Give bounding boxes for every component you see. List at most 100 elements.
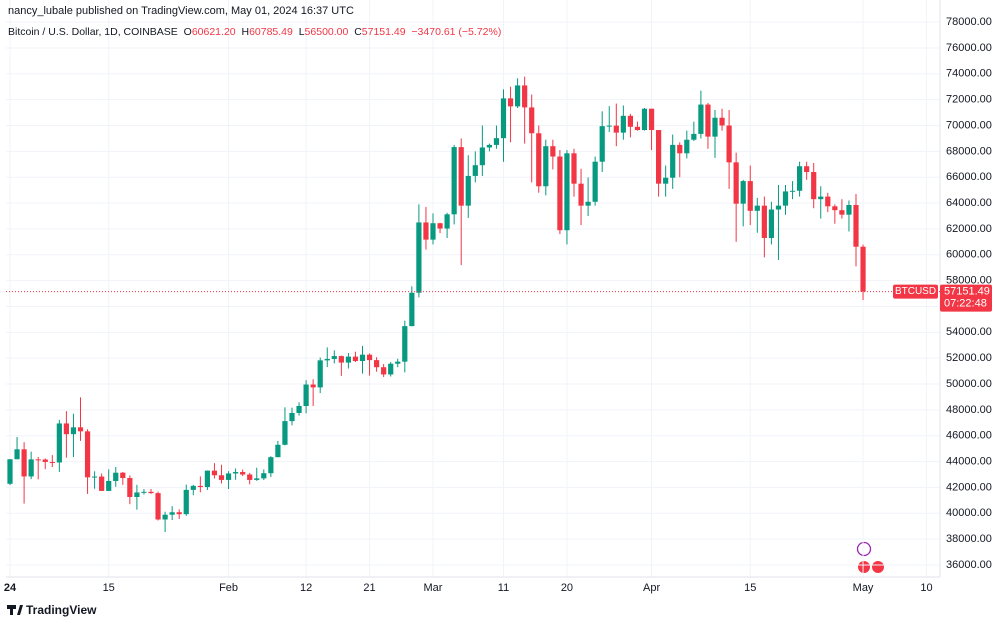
candle-body bbox=[444, 214, 450, 229]
candle-body bbox=[233, 472, 239, 474]
x-tick-label: Apr bbox=[643, 582, 660, 594]
candle-body bbox=[818, 196, 824, 200]
candle-body bbox=[564, 153, 570, 231]
y-tick-label: 64000.00 bbox=[946, 197, 992, 209]
x-tick-label: 15 bbox=[744, 582, 756, 594]
x-tick-label: 20 bbox=[561, 582, 573, 594]
candle-body bbox=[853, 205, 859, 247]
candle-body bbox=[395, 361, 401, 364]
candle-body bbox=[585, 201, 591, 206]
candle-body bbox=[536, 133, 542, 187]
candle-body bbox=[472, 165, 478, 176]
candle-body bbox=[726, 125, 732, 163]
candle-body bbox=[719, 117, 725, 126]
candle-body bbox=[860, 246, 866, 292]
candle-body bbox=[627, 115, 633, 127]
l-value: 56500.00 bbox=[304, 26, 349, 38]
candle-body bbox=[634, 126, 641, 131]
ohlc-legend: Bitcoin / U.S. Dollar, 1D, COINBASE O606… bbox=[8, 26, 501, 38]
candle-body bbox=[296, 405, 302, 413]
candle-body bbox=[317, 360, 323, 388]
candle-body bbox=[789, 190, 796, 192]
l: L bbox=[298, 26, 305, 38]
candle-body bbox=[402, 326, 408, 362]
candle-body bbox=[92, 476, 98, 478]
candle-body bbox=[120, 472, 126, 478]
candle-body bbox=[684, 139, 690, 154]
candle-body bbox=[374, 360, 380, 368]
candle-body bbox=[381, 367, 387, 375]
candle-body bbox=[740, 181, 746, 204]
y-tick-label: 54000.00 bbox=[946, 326, 992, 338]
candle-body bbox=[782, 191, 789, 206]
candle-body bbox=[691, 133, 697, 140]
candle-body bbox=[289, 412, 295, 422]
x-tick-label: 11 bbox=[498, 582, 509, 594]
candle-body bbox=[303, 384, 309, 406]
candle-body bbox=[331, 356, 337, 359]
candle-body bbox=[479, 147, 485, 166]
c: C bbox=[354, 26, 362, 38]
symbol-tag bbox=[893, 284, 938, 299]
candle-body bbox=[846, 205, 852, 215]
candle-body bbox=[211, 470, 218, 476]
candle-body bbox=[282, 421, 288, 445]
candle-body bbox=[797, 166, 803, 191]
candle-body bbox=[423, 222, 429, 240]
change: −3470.61 (−5.72%) bbox=[411, 26, 502, 38]
candle-body bbox=[28, 459, 34, 477]
candle-body bbox=[204, 470, 210, 488]
candle-body bbox=[663, 177, 669, 184]
event-icons bbox=[856, 541, 885, 574]
candle-body bbox=[21, 449, 27, 477]
y-tick-label: 42000.00 bbox=[946, 481, 992, 493]
candle-body bbox=[500, 98, 507, 139]
candle-body bbox=[268, 457, 274, 474]
y-tick-label: 44000.00 bbox=[946, 455, 992, 467]
candle-body bbox=[733, 162, 739, 204]
candle-body bbox=[465, 175, 471, 206]
y-tick-label: 50000.00 bbox=[946, 378, 992, 390]
candle-body bbox=[7, 459, 13, 484]
y-tick-label: 40000.00 bbox=[946, 507, 992, 519]
candle-body bbox=[677, 144, 683, 154]
candle-body bbox=[747, 181, 753, 211]
candle-body bbox=[190, 485, 196, 490]
candle-body bbox=[77, 427, 84, 432]
candle-body bbox=[486, 144, 492, 148]
x-tick-label: May bbox=[853, 582, 874, 594]
y-tick-label: 36000.00 bbox=[946, 559, 992, 571]
candle-body bbox=[493, 138, 500, 145]
footer-brand: TradingView bbox=[26, 603, 97, 617]
candle-body bbox=[155, 493, 161, 520]
candle-body bbox=[839, 210, 845, 215]
c-value: 57151.49 bbox=[361, 26, 406, 38]
candle-body bbox=[416, 222, 422, 293]
candle-body bbox=[225, 473, 232, 480]
candle-body bbox=[169, 512, 175, 515]
candle-body bbox=[254, 478, 260, 480]
y-tick-label: 70000.00 bbox=[946, 119, 992, 131]
candle-body bbox=[247, 474, 253, 480]
candle-body bbox=[529, 107, 535, 134]
candle-body bbox=[522, 85, 528, 108]
candle-body bbox=[141, 491, 147, 493]
candle-body bbox=[183, 489, 189, 515]
price-tag bbox=[940, 284, 992, 312]
candle-body bbox=[578, 183, 584, 206]
y-tick-label: 68000.00 bbox=[946, 145, 992, 157]
candle-body bbox=[409, 292, 415, 327]
candle-body bbox=[670, 144, 676, 178]
y-tick-label: 76000.00 bbox=[946, 42, 992, 54]
y-tick-label: 46000.00 bbox=[946, 430, 992, 442]
x-tick-label: 21 bbox=[363, 582, 375, 594]
tv-logo bbox=[7, 605, 23, 615]
candle-body bbox=[240, 472, 246, 475]
o-value: 60621.20 bbox=[191, 26, 236, 38]
candle-body bbox=[761, 205, 767, 238]
candle-body bbox=[99, 476, 105, 491]
candle-body bbox=[557, 156, 563, 231]
candle-body bbox=[775, 205, 782, 210]
